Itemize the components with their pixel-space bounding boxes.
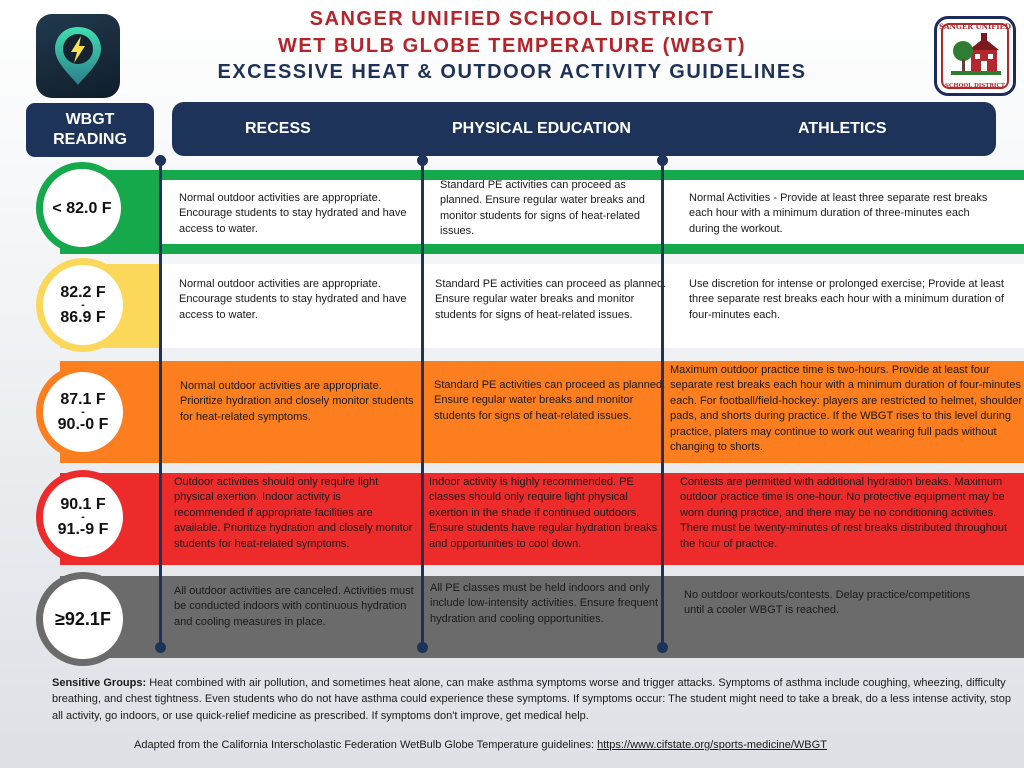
recess-header: RECESS xyxy=(245,120,311,137)
row-orange-content: Normal outdoor activities are appropriat… xyxy=(162,361,1024,463)
row-red-athletics: Contests are permitted with additional h… xyxy=(680,476,1008,550)
logo-border xyxy=(941,23,1009,89)
wbgt-title: WET BULB GLOBE TEMPERATURE (WBGT) xyxy=(278,35,746,57)
row-yellow-pe: Standard PE activities can proceed as pl… xyxy=(435,278,667,321)
row-gray-pe: All PE classes must be held indoors and … xyxy=(430,582,659,625)
recess-line-top-dot xyxy=(155,155,166,166)
row-orange: Normal outdoor activities are appropriat… xyxy=(60,361,1024,463)
athletics-header: ATHLETICS xyxy=(798,120,887,137)
reading-badge-green: < 82.0 F xyxy=(36,162,128,254)
reading-range-top: 87.1 F xyxy=(60,391,106,408)
sensitive-groups-label: Sensitive Groups: xyxy=(52,677,147,689)
reading-value: < 82.0 F xyxy=(52,199,112,217)
row-green-athletics: Normal Activities - Provide at least thr… xyxy=(689,192,988,235)
sensitive-groups-note: Sensitive Groups: Heat combined with air… xyxy=(52,675,1012,724)
row-red: Outdoor activities should only require l… xyxy=(60,473,1024,565)
row-red-content: Outdoor activities should only require l… xyxy=(162,473,1024,565)
wbgt-header-line2: READING xyxy=(53,131,127,148)
pe-column-line xyxy=(421,160,424,647)
row-gray-recess: All outdoor activities are canceled. Act… xyxy=(174,585,414,628)
row-yellow-recess: Normal outdoor activities are appropriat… xyxy=(179,278,407,321)
wbgt-header-line1: WBGT xyxy=(65,111,115,128)
reading-badge-gray: ≥92.1F xyxy=(36,572,130,666)
guidelines-title: EXCESSIVE HEAT & OUTDOOR ACTIVITY GUIDEL… xyxy=(217,61,807,83)
logo-bottom-text: SCHOOL DISTRICT xyxy=(945,83,1005,89)
reading-range-separator: - xyxy=(81,511,85,523)
row-green-recess: Normal outdoor activities are appropriat… xyxy=(179,192,407,235)
reading-badge-yellow: 82.2 F - 86.9 F xyxy=(36,258,130,352)
district-title: SANGER UNIFIED SCHOOL DISTRICT xyxy=(309,8,715,30)
row-yellow-athletics: Use discretion for intense or prolonged … xyxy=(689,278,1004,321)
recess-column-line xyxy=(159,160,162,647)
row-gray-athletics: No outdoor workouts/contests. Delay prac… xyxy=(684,589,971,617)
pe-line-bottom-dot xyxy=(417,642,428,653)
school-house-seal-icon xyxy=(951,33,1001,75)
reading-badge-red: 90.1 F - 91.-9 F xyxy=(36,470,130,564)
row-green: Normal outdoor activities are appropriat… xyxy=(60,170,1024,254)
row-yellow: Normal outdoor activities are appropriat… xyxy=(60,264,1024,348)
row-red-recess: Outdoor activities should only require l… xyxy=(174,476,413,550)
pe-line-top-dot xyxy=(417,155,428,166)
row-orange-athletics: Maximum outdoor practice time is two-hou… xyxy=(670,364,1023,454)
reading-range-separator: - xyxy=(81,299,85,311)
source-attribution: Adapted from the California Interscholas… xyxy=(134,739,827,751)
athletics-line-bottom-dot xyxy=(657,642,668,653)
location-pin-lightning-icon xyxy=(55,27,101,85)
logo-top-text: SANGER UNIFIED xyxy=(939,22,1011,31)
sensitive-groups-text: Heat combined with air pollution, and so… xyxy=(52,677,1011,722)
reading-badge-orange: 87.1 F - 90.-0 F xyxy=(36,365,130,459)
athletics-line-top-dot xyxy=(657,155,668,166)
row-green-content: Normal outdoor activities are appropriat… xyxy=(162,179,1024,244)
row-orange-pe: Standard PE activities can proceed as pl… xyxy=(434,379,666,422)
athletics-column-line xyxy=(661,160,664,647)
source-text: Adapted from the California Interscholas… xyxy=(134,739,598,751)
source-link[interactable]: https://www.cifstate.org/sports-medicine… xyxy=(597,739,827,751)
reading-range-bottom: 86.9 F xyxy=(60,309,106,326)
column-header-bar: RECESS PHYSICAL EDUCATION ATHLETICS xyxy=(172,102,996,156)
row-red-pe: Indoor activity is highly recommended. P… xyxy=(429,476,658,550)
app-icon xyxy=(36,14,120,98)
row-yellow-content: Normal outdoor activities are appropriat… xyxy=(162,264,1024,348)
reading-range-top: 90.1 F xyxy=(60,496,106,513)
row-gray: All outdoor activities are canceled. Act… xyxy=(60,576,1024,658)
reading-range-bottom: 91.-9 F xyxy=(57,521,109,538)
reading-range-top: 82.2 F xyxy=(60,284,106,301)
row-green-pe: Standard PE activities can proceed as pl… xyxy=(440,179,645,238)
reading-range-separator: - xyxy=(81,406,85,418)
reading-value: ≥92.1F xyxy=(55,608,111,629)
physical-education-header: PHYSICAL EDUCATION xyxy=(452,120,631,137)
row-orange-recess: Normal outdoor activities are appropriat… xyxy=(180,380,414,423)
district-logo: SANGER UNIFIED SCHOOL DISTRICT xyxy=(934,16,1016,96)
recess-line-bottom-dot xyxy=(155,642,166,653)
reading-range-bottom: 90.-0 F xyxy=(57,416,109,433)
wbgt-reading-header: WBGT READING xyxy=(26,103,154,157)
row-gray-content: All outdoor activities are canceled. Act… xyxy=(162,576,1024,658)
